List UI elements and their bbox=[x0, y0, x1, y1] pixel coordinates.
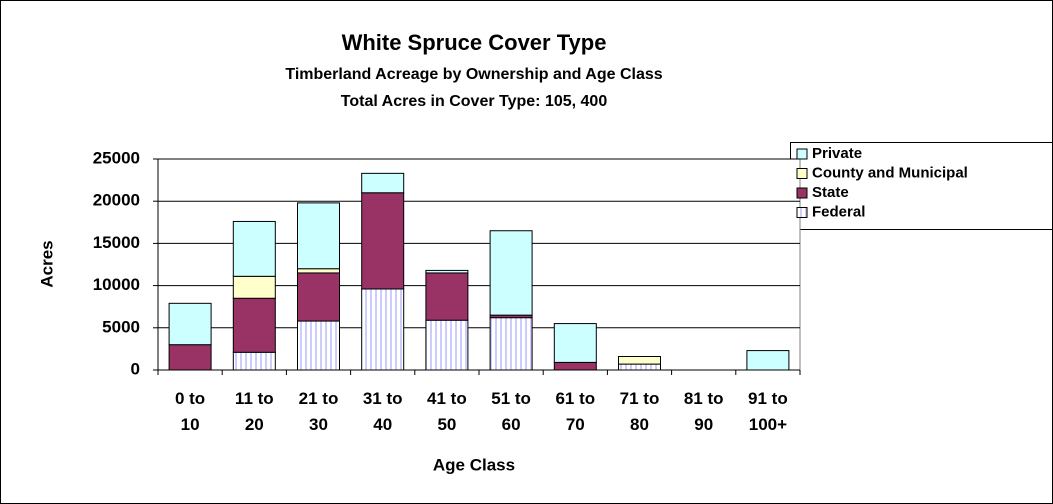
x-tick-label: 71 to 80 bbox=[620, 389, 660, 434]
x-tick-label: 81 to 90 bbox=[684, 389, 724, 434]
bar-segment bbox=[425, 269, 469, 274]
y-tick-label: 5000 bbox=[102, 317, 140, 336]
bar-segment bbox=[232, 220, 276, 277]
chart-subtitle: Timberland Acreage by Ownership and Age … bbox=[285, 66, 662, 83]
legend-swatch bbox=[796, 207, 808, 218]
legend-swatch bbox=[796, 168, 808, 179]
legend-label: County and Municipal bbox=[812, 164, 968, 181]
legend-swatch bbox=[796, 148, 808, 160]
bar-segment bbox=[425, 272, 469, 321]
bar-segment bbox=[425, 319, 469, 371]
y-axis-label: Acres bbox=[37, 240, 56, 287]
legend-swatch bbox=[796, 187, 808, 199]
y-tick-label: 25000 bbox=[93, 148, 140, 167]
bar-segment bbox=[297, 202, 340, 270]
bar-segment bbox=[361, 172, 405, 194]
bar-segment bbox=[297, 268, 340, 274]
chart-subtitle: Total Acres in Cover Type: 105, 400 bbox=[341, 93, 608, 110]
bar-segment bbox=[746, 350, 790, 371]
x-tick-label: 61 to 70 bbox=[555, 389, 595, 434]
x-tick-label: 41 to 50 bbox=[427, 389, 467, 434]
bar-segment bbox=[297, 272, 340, 322]
bar-segment bbox=[489, 230, 533, 316]
legend-label: State bbox=[812, 184, 849, 201]
y-tick-label: 20000 bbox=[93, 191, 140, 210]
bar-segment bbox=[232, 275, 276, 299]
x-tick-label: 51 to 60 bbox=[491, 389, 531, 434]
x-tick-label: 11 to 20 bbox=[235, 389, 274, 434]
bar-segment bbox=[361, 192, 405, 290]
bar-segment bbox=[168, 344, 212, 371]
bar-segment bbox=[232, 297, 276, 353]
bar-segment bbox=[297, 320, 340, 371]
x-tick-label: 91 to 100+ bbox=[748, 389, 788, 434]
x-tick-label: 21 to 30 bbox=[299, 389, 339, 434]
legend-label: Private bbox=[812, 145, 862, 162]
bar-segment bbox=[618, 363, 661, 371]
y-tick-label: 15000 bbox=[93, 233, 140, 252]
y-tick-label: 0 bbox=[131, 359, 140, 378]
bar-segment bbox=[361, 288, 405, 371]
bar-segment bbox=[232, 351, 276, 371]
legend-label: Federal bbox=[812, 203, 865, 220]
x-tick-label: 31 to 40 bbox=[363, 389, 403, 434]
y-tick-label: 10000 bbox=[93, 275, 140, 294]
bar-segment bbox=[553, 361, 597, 371]
x-axis-label: Age Class bbox=[433, 455, 515, 474]
bar-segment bbox=[489, 317, 533, 371]
chart-title: White Spruce Cover Type bbox=[342, 30, 607, 55]
legend-box bbox=[790, 142, 1053, 230]
bar-segment bbox=[553, 323, 597, 363]
bar-segment bbox=[168, 302, 212, 346]
x-tick-label: 0 to 10 bbox=[175, 389, 205, 434]
bar-segment bbox=[618, 355, 661, 365]
